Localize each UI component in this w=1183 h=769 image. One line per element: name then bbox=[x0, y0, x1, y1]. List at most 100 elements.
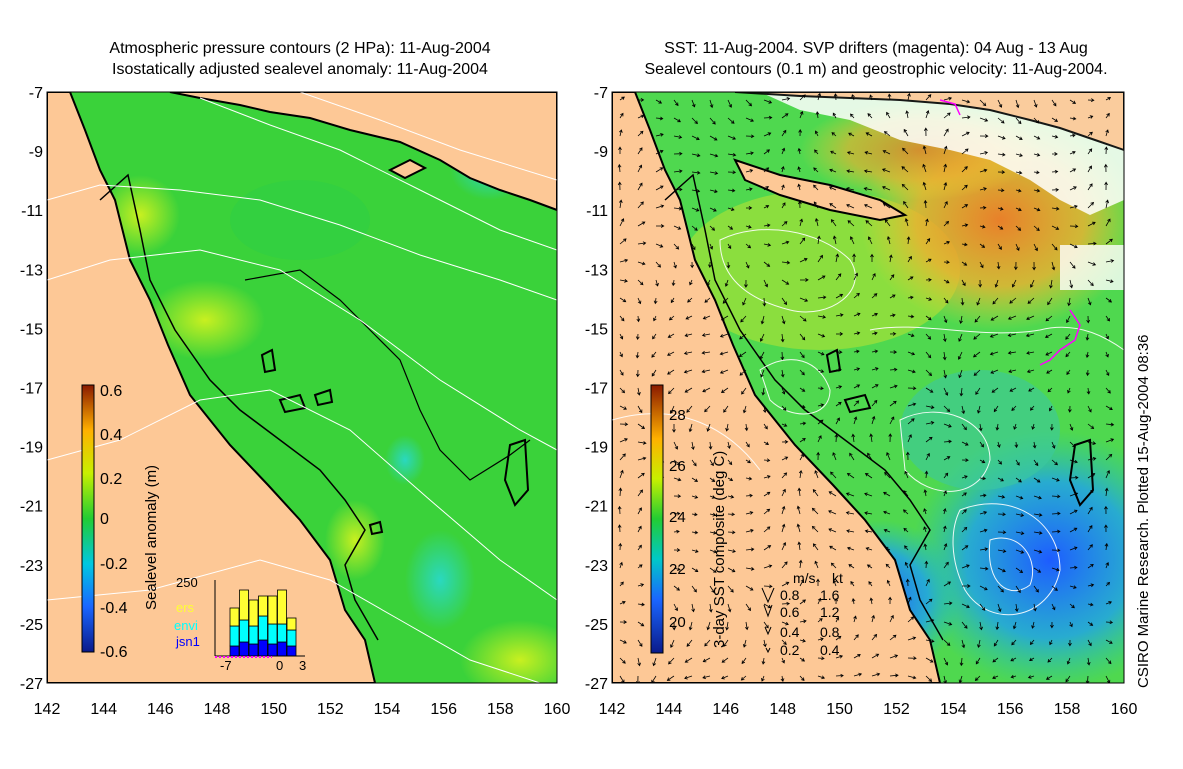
velocity-arrow bbox=[961, 204, 969, 209]
velocity-arrow bbox=[1015, 549, 1025, 554]
australia-land-right bbox=[612, 92, 942, 683]
velocity-arrow bbox=[925, 110, 930, 119]
velocity-arrow bbox=[1033, 477, 1041, 483]
sst-tick-24: 24 bbox=[669, 509, 686, 526]
velocity-arrow bbox=[817, 597, 822, 605]
velocity-arrow bbox=[1050, 621, 1054, 629]
velocity-arrow bbox=[960, 297, 965, 306]
velocity-arrow bbox=[853, 672, 863, 677]
histogram-bar bbox=[229, 607, 240, 627]
velocity-arrow bbox=[799, 297, 809, 302]
velocity-arrow bbox=[1066, 369, 1071, 376]
velocity-arrow bbox=[832, 235, 837, 245]
velocity-arrow bbox=[618, 146, 622, 154]
velocity-arrow bbox=[666, 351, 675, 356]
histogram-bar bbox=[248, 599, 259, 627]
velocity-arrow bbox=[1033, 117, 1040, 124]
velocity-arrow bbox=[883, 510, 891, 515]
velocity-arrow bbox=[887, 93, 892, 101]
velocity-arrow bbox=[781, 561, 788, 569]
lat-tick-label: -25 bbox=[585, 617, 608, 634]
velocity-arrow bbox=[1015, 567, 1024, 574]
velocity-arrow bbox=[883, 131, 891, 137]
velocity-arrow bbox=[683, 351, 693, 355]
velocity-arrow bbox=[1010, 674, 1017, 679]
velocity-arrow bbox=[833, 93, 838, 101]
velocity-arrow bbox=[817, 435, 822, 443]
velocity-arrow bbox=[884, 219, 891, 227]
velocity-arrow bbox=[691, 207, 700, 212]
velocity-arrow bbox=[781, 113, 789, 119]
velocity-arrow bbox=[814, 130, 819, 137]
velocity-arrow bbox=[667, 333, 675, 338]
velocity-arrow bbox=[637, 602, 645, 607]
velocity-arrow bbox=[796, 505, 801, 515]
velocity-arrow bbox=[763, 99, 773, 104]
velocity-arrow bbox=[871, 672, 881, 677]
velocity-arrow bbox=[727, 585, 734, 593]
velocity-arrow bbox=[979, 476, 987, 481]
velocity-arrow bbox=[673, 567, 681, 571]
velocity-arrow bbox=[901, 183, 909, 191]
histogram-bar bbox=[286, 645, 297, 657]
velocity-arrow bbox=[871, 293, 878, 299]
velocity-arrow bbox=[973, 333, 981, 340]
velocity-arrow bbox=[762, 297, 767, 307]
velocity-arrow bbox=[853, 367, 861, 371]
velocity-arrow bbox=[763, 243, 772, 247]
velocity-arrow bbox=[780, 675, 785, 682]
velocity-arrow bbox=[1013, 261, 1018, 271]
velocity-arrow bbox=[1069, 224, 1079, 229]
velocity-arrow bbox=[835, 293, 844, 299]
lon-tick-label: 142 bbox=[599, 701, 626, 718]
lat-tick-label: -11 bbox=[21, 203, 43, 220]
velocity-arrow bbox=[925, 277, 932, 282]
velocity-arrow bbox=[709, 117, 716, 125]
velocity-arrow bbox=[709, 512, 717, 517]
velocity-arrow bbox=[1033, 513, 1043, 517]
velocity-arrow bbox=[816, 235, 821, 245]
cloud-mask bbox=[760, 92, 1124, 215]
velocity-arrow bbox=[701, 333, 711, 337]
lat-tick-label: -23 bbox=[585, 558, 608, 575]
velocity-arrow bbox=[832, 452, 837, 461]
velocity-arrow bbox=[799, 619, 807, 624]
velocity-arrow bbox=[781, 581, 790, 587]
velocity-arrow bbox=[903, 527, 909, 533]
velocity-arrow bbox=[1032, 441, 1037, 449]
velocity-arrow bbox=[907, 656, 917, 661]
velocity-arrow bbox=[744, 279, 748, 288]
velocity-arrow bbox=[799, 579, 804, 587]
velocity-arrow bbox=[943, 456, 951, 461]
velocity-arrow bbox=[1015, 188, 1022, 193]
velocity-arrow bbox=[961, 509, 967, 515]
velocity-arrow bbox=[1105, 581, 1111, 587]
velocity-arrow bbox=[673, 511, 681, 516]
velocity-arrow bbox=[637, 114, 645, 119]
velocity-arrow bbox=[763, 223, 771, 228]
velocity-arrow bbox=[1049, 639, 1053, 646]
velocity-arrow bbox=[1051, 243, 1058, 251]
velocity-arrow bbox=[619, 405, 627, 410]
reef bbox=[1068, 438, 1095, 507]
velocity-arrow bbox=[1105, 470, 1110, 479]
velocity-arrow bbox=[763, 491, 771, 497]
sst-colorbar bbox=[650, 384, 664, 654]
velocity-arrow bbox=[1087, 525, 1093, 533]
velocity-arrow bbox=[888, 433, 893, 443]
velocity-arrow bbox=[961, 564, 970, 569]
velocity-arrow bbox=[1051, 117, 1059, 122]
velocity-arrow bbox=[977, 639, 981, 648]
velocity-arrow bbox=[835, 385, 843, 389]
histogram-bar bbox=[277, 589, 287, 625]
velocity-arrow bbox=[923, 489, 928, 497]
velocity-arrow bbox=[799, 351, 805, 359]
velocity-arrow bbox=[1051, 99, 1057, 107]
velocity-arrow bbox=[683, 369, 693, 374]
velocity-arrow bbox=[903, 200, 909, 209]
velocity-arrow bbox=[673, 169, 683, 174]
velocity-arrow bbox=[1105, 601, 1113, 605]
velocity-arrow bbox=[1087, 602, 1094, 607]
velocity-arrow bbox=[1051, 548, 1061, 553]
velocity-arrow bbox=[961, 99, 971, 104]
